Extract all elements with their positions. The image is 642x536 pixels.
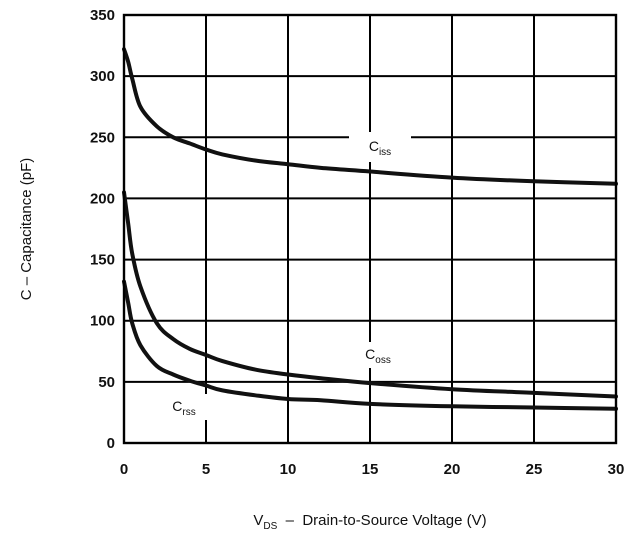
x-tick-label-5: 5 <box>202 461 210 478</box>
label-mask-ciss <box>349 132 411 162</box>
curve-label-crss: Crss <box>172 398 195 418</box>
y-tick-label-350: 350 <box>90 7 115 24</box>
y-tick-label-50: 50 <box>98 374 115 391</box>
x-tick-label-10: 10 <box>280 461 297 478</box>
y-tick-label-300: 300 <box>90 68 115 85</box>
y-tick-label-150: 150 <box>90 252 115 269</box>
label-mask-coss <box>350 342 406 368</box>
x-tick-label-15: 15 <box>362 461 379 478</box>
plot-frame <box>122 13 618 445</box>
series-line-coss <box>122 190 618 399</box>
x-tick-label-20: 20 <box>444 461 461 478</box>
curve-label-coss: Coss <box>365 346 391 366</box>
label-mask-crss <box>157 394 211 420</box>
x-axis-title: VDS – Drain-to-Source Voltage (V) <box>253 512 486 532</box>
y-tick-label-0: 0 <box>107 435 115 452</box>
x-tick-label-30: 30 <box>608 461 625 478</box>
series-line-ciss <box>122 47 618 186</box>
x-tick-label-0: 0 <box>120 461 128 478</box>
series-line-crss <box>122 279 618 411</box>
y-tick-label-100: 100 <box>90 313 115 330</box>
y-axis-title: C – Capacitance (pF) <box>18 158 35 301</box>
y-tick-label-200: 200 <box>90 190 115 207</box>
grid-lines <box>124 15 616 443</box>
y-tick-label-250: 250 <box>90 129 115 146</box>
series-lines <box>122 47 618 411</box>
curve-labels: Ciss Coss Crss <box>157 132 411 420</box>
x-tick-label-25: 25 <box>526 461 543 478</box>
curve-label-ciss: Ciss <box>369 138 391 158</box>
